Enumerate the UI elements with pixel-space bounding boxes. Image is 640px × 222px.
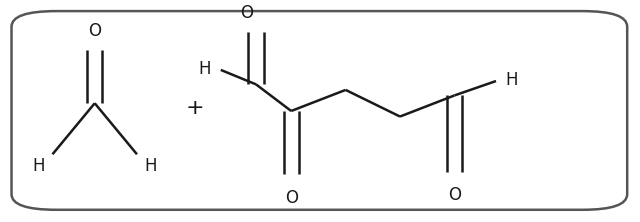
Text: O: O <box>88 22 101 40</box>
Text: +: + <box>186 98 205 118</box>
Text: O: O <box>448 186 461 204</box>
Text: H: H <box>32 157 45 174</box>
FancyBboxPatch shape <box>12 11 627 210</box>
Text: H: H <box>198 60 211 78</box>
Text: H: H <box>145 157 157 174</box>
Text: H: H <box>506 71 518 89</box>
Text: O: O <box>240 4 253 22</box>
Text: O: O <box>285 189 298 207</box>
